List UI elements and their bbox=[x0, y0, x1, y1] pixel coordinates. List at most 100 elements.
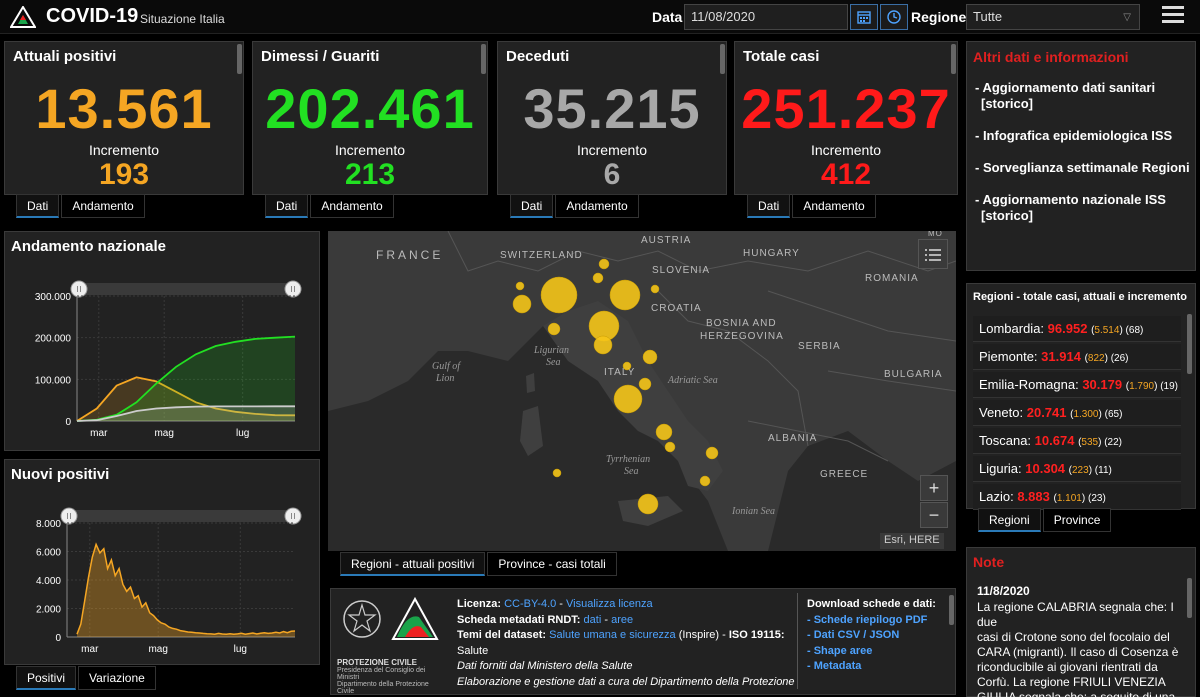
tab-regioni[interactable]: Regioni bbox=[978, 508, 1041, 532]
stat-increment-label: Incremento bbox=[576, 142, 648, 158]
tab-andamento[interactable]: Andamento bbox=[792, 194, 876, 218]
metadata-aree-link[interactable]: aree bbox=[611, 613, 634, 626]
region-bubble[interactable] bbox=[699, 475, 711, 487]
region-bubble[interactable] bbox=[512, 294, 532, 314]
info-heading: Altri dati e informazioni bbox=[973, 49, 1129, 65]
note-line: casi di Crotone sono del focolaio del bbox=[977, 630, 1170, 644]
themes-link[interactable]: Salute umana e sicurezza bbox=[549, 629, 676, 641]
tab-dati[interactable]: Dati bbox=[747, 194, 791, 218]
range-slider-track bbox=[69, 510, 293, 522]
tab-province-casi[interactable]: Province - casi totali bbox=[487, 552, 617, 576]
download-shape-link[interactable]: - Shape aree bbox=[807, 644, 873, 657]
metadata-dati-link[interactable]: dati bbox=[583, 613, 602, 626]
info-link-sub: [storico] bbox=[981, 208, 1033, 223]
zoom-out-button[interactable]: − bbox=[920, 502, 948, 528]
chevron-down-icon: ▽ bbox=[1123, 12, 1131, 23]
range-slider-handle[interactable] bbox=[60, 507, 78, 525]
region-bubble[interactable] bbox=[642, 349, 658, 365]
region-bubble[interactable] bbox=[637, 493, 659, 515]
stat-value: 35.215 bbox=[523, 77, 701, 140]
region-row[interactable]: Veneto: 20.741 (1.300) (65) bbox=[973, 400, 1181, 426]
region-active: 223 bbox=[1072, 465, 1089, 476]
stat-panel-dimessi-guariti: Dimessi / Guariti 202.461 Incremento 213 bbox=[252, 41, 488, 195]
scrollbar[interactable] bbox=[949, 595, 954, 625]
region-bubble[interactable] bbox=[609, 279, 641, 311]
map-view[interactable]: FRANCE SWITZERLAND AUSTRIA HUNGARY SLOVE… bbox=[328, 231, 956, 551]
region-select[interactable]: Tutte ▽ bbox=[966, 4, 1140, 30]
region-row[interactable]: Piemonte: 31.914 (822) (26) bbox=[973, 344, 1181, 370]
region-bubble[interactable] bbox=[705, 446, 719, 460]
x-tick-label: mag bbox=[154, 428, 173, 439]
app-subtitle: Situazione Italia bbox=[140, 12, 225, 26]
range-slider-handle[interactable] bbox=[70, 280, 88, 298]
series-line bbox=[76, 335, 296, 422]
date-label: Data bbox=[652, 9, 683, 25]
scrollbar[interactable] bbox=[951, 44, 956, 74]
region-increment: 26 bbox=[1114, 353, 1126, 364]
stat-value: 202.461 bbox=[265, 77, 475, 140]
region-bubble[interactable] bbox=[540, 276, 578, 314]
view-license-link[interactable]: Visualizza licenza bbox=[566, 598, 653, 610]
region-bubble[interactable] bbox=[593, 335, 613, 355]
region-bubble[interactable] bbox=[622, 361, 632, 371]
region-bubble[interactable] bbox=[650, 284, 660, 294]
tab-andamento[interactable]: Andamento bbox=[310, 194, 394, 218]
region-bubble[interactable] bbox=[598, 258, 610, 270]
region-bubble[interactable] bbox=[547, 322, 561, 336]
note-body: La regione CALABRIA segnala che: I due ca… bbox=[977, 600, 1185, 697]
download-metadata-link[interactable]: - Metadata bbox=[807, 660, 862, 672]
scrollbar[interactable] bbox=[720, 44, 725, 74]
region-bubble[interactable] bbox=[638, 377, 652, 391]
tab-andamento[interactable]: Andamento bbox=[555, 194, 639, 218]
sea-label: Tyrrhenian bbox=[606, 454, 650, 465]
range-slider-handle[interactable] bbox=[284, 507, 302, 525]
menu-button[interactable] bbox=[1162, 6, 1184, 26]
region-row[interactable]: Emilia-Romagna: 30.179 (1.790) (19) bbox=[973, 372, 1181, 398]
tab-positivi[interactable]: Positivi bbox=[16, 666, 77, 690]
stat-increment: 213 bbox=[344, 158, 396, 191]
time-button[interactable] bbox=[880, 4, 908, 30]
sea-label: Ligurian bbox=[533, 345, 569, 356]
date-input[interactable]: 11/08/2020 bbox=[684, 4, 848, 30]
info-link-sorveglianza[interactable]: - Sorveglianza settimanale Regioni bbox=[975, 160, 1190, 176]
app-title: COVID-19 bbox=[46, 5, 139, 27]
region-bubble[interactable] bbox=[664, 441, 676, 453]
scrollbar[interactable] bbox=[1187, 314, 1192, 374]
region-row[interactable]: Lombardia: 96.952 (5.514) (68) bbox=[973, 316, 1181, 342]
region-bubble[interactable] bbox=[655, 423, 673, 441]
region-bubble[interactable] bbox=[613, 384, 643, 414]
region-bubble[interactable] bbox=[515, 281, 525, 291]
note-line: GIULIA segnala che: a seguito di una bbox=[977, 690, 1176, 697]
download-csv-link[interactable]: - Dati CSV / JSON bbox=[807, 629, 900, 641]
zoom-in-button[interactable]: + bbox=[920, 475, 948, 501]
region-row[interactable]: Liguria: 10.304 (223) (11) bbox=[973, 456, 1181, 482]
region-row[interactable]: Toscana: 10.674 (535) (22) bbox=[973, 428, 1181, 454]
tab-regioni-attuali[interactable]: Regioni - attuali positivi bbox=[340, 552, 486, 576]
tab-variazione[interactable]: Variazione bbox=[78, 666, 156, 690]
region-row[interactable]: Lazio: 8.883 (1.101) (23) bbox=[973, 484, 1181, 510]
range-slider-handle[interactable] bbox=[284, 280, 302, 298]
stat-increment-label: Incremento bbox=[810, 142, 882, 158]
scrollbar[interactable] bbox=[481, 44, 486, 74]
info-link-aggiornamento[interactable]: - Aggiornamento dati sanitari [storico] bbox=[975, 80, 1155, 112]
calendar-button[interactable] bbox=[850, 4, 878, 30]
layer-list-button[interactable] bbox=[918, 239, 948, 269]
license-link[interactable]: CC-BY-4.0 bbox=[504, 598, 557, 610]
info-link-infografica[interactable]: - Infografica epidemiologica ISS bbox=[975, 128, 1172, 144]
tab-dati[interactable]: Dati bbox=[16, 194, 60, 218]
sardinia bbox=[520, 406, 543, 456]
download-pdf-link[interactable]: - Schede riepilogo PDF bbox=[807, 613, 928, 626]
border-line bbox=[657, 290, 809, 447]
tab-dati[interactable]: Dati bbox=[510, 194, 554, 218]
scrollbar[interactable] bbox=[1187, 578, 1192, 618]
tab-province[interactable]: Province bbox=[1042, 508, 1112, 532]
tab-andamento[interactable]: Andamento bbox=[61, 194, 145, 218]
scrollbar[interactable] bbox=[237, 44, 242, 74]
corsica bbox=[526, 373, 535, 393]
x-tick-label: lug bbox=[234, 644, 247, 655]
region-bubble[interactable] bbox=[592, 272, 604, 284]
series-area bbox=[77, 406, 295, 421]
info-link-iss[interactable]: - Aggiornamento nazionale ISS [storico] bbox=[975, 192, 1166, 224]
tab-dati[interactable]: Dati bbox=[265, 194, 309, 218]
region-bubble[interactable] bbox=[552, 468, 562, 478]
